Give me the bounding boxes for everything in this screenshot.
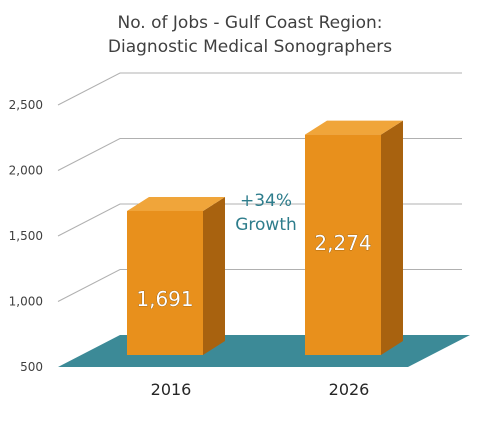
growth-annotation-line-2: Growth <box>235 215 297 235</box>
y-tick-label: 2,500 <box>9 98 43 112</box>
x-axis-category-labels: 2016 2026 <box>151 380 370 399</box>
y-tick-label: 1,000 <box>9 295 43 309</box>
y-tick-label: 2,000 <box>9 164 43 178</box>
y-axis-tick-labels: 500 1,000 1,500 2,000 2,500 <box>9 98 43 374</box>
bar-2026: 2,274 <box>305 120 403 355</box>
bar-side-face <box>381 120 403 355</box>
bar-side-face <box>203 196 225 355</box>
bar-top-face <box>305 120 403 135</box>
x-category-label: 2026 <box>329 380 370 399</box>
growth-annotation-line-1: +34% <box>240 191 292 211</box>
chart-title-line-2: Diagnostic Medical Sonographers <box>108 37 392 57</box>
y-tick-label: 1,500 <box>9 229 43 243</box>
x-category-label: 2016 <box>151 380 192 399</box>
y-tick-label: 500 <box>20 360 43 374</box>
chart-title-line-1: No. of Jobs - Gulf Coast Region: <box>117 13 382 33</box>
bar-top-face <box>127 196 225 211</box>
bars: 1,691 2,274 <box>127 120 403 355</box>
bar-front-face <box>127 210 203 355</box>
bar-value-label: 2,274 <box>314 231 371 255</box>
chart-floor <box>58 335 470 367</box>
gridline <box>57 72 462 106</box>
bar-value-label: 1,691 <box>136 287 193 311</box>
bar-front-face <box>305 134 381 355</box>
bar-2016: 1,691 <box>127 196 225 355</box>
